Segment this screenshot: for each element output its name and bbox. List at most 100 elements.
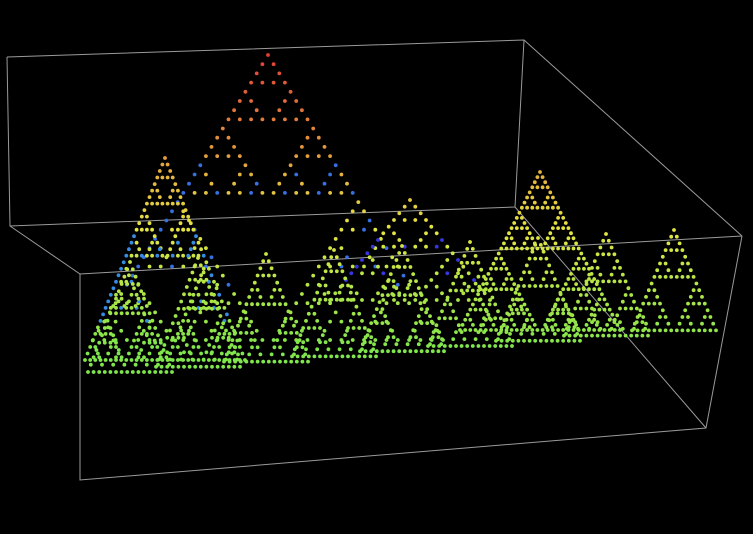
point: [181, 264, 186, 269]
point: [261, 259, 266, 264]
point: [186, 332, 191, 336]
point: [582, 328, 586, 332]
point: [318, 297, 322, 302]
point: [411, 328, 416, 333]
point: [337, 262, 342, 267]
point: [600, 292, 604, 297]
point: [100, 333, 104, 338]
point: [155, 188, 160, 193]
point: [255, 345, 260, 350]
point: [237, 301, 242, 306]
point: [108, 292, 113, 297]
point: [315, 290, 320, 295]
point: [612, 252, 617, 257]
point: [414, 279, 418, 283]
point: [520, 307, 524, 312]
point: [408, 279, 413, 283]
point: [215, 364, 220, 369]
point: [612, 266, 617, 270]
point: [132, 338, 136, 343]
point: [238, 364, 242, 369]
point: [217, 292, 222, 297]
point: [448, 302, 453, 307]
point: [494, 266, 498, 271]
point: [298, 333, 303, 337]
point: [652, 328, 657, 333]
point: [436, 349, 441, 354]
point: [250, 302, 254, 307]
point: [504, 266, 509, 271]
point: [561, 328, 566, 332]
point: [199, 273, 204, 278]
point: [606, 252, 611, 257]
point: [587, 272, 592, 277]
point: [547, 263, 552, 268]
point: [224, 328, 228, 333]
point: [683, 254, 688, 259]
point: [254, 328, 259, 333]
point: [370, 258, 375, 262]
point: [366, 328, 371, 333]
point: [130, 311, 135, 316]
point: [502, 318, 507, 323]
point: [391, 265, 396, 269]
point: [129, 345, 134, 349]
point: [333, 291, 338, 296]
point: [244, 302, 249, 307]
point: [271, 80, 276, 85]
point: [563, 241, 568, 246]
point: [584, 306, 589, 311]
point: [360, 319, 364, 323]
point: [520, 246, 524, 251]
point: [237, 117, 242, 122]
point: [660, 254, 665, 259]
point: [397, 349, 402, 354]
point: [471, 302, 475, 307]
point: [470, 260, 475, 265]
point: [250, 331, 254, 335]
point: [674, 234, 679, 239]
point: [499, 338, 504, 343]
point: [333, 163, 338, 168]
point: [424, 244, 428, 249]
point: [397, 251, 402, 255]
point: [237, 172, 242, 177]
point: [119, 328, 124, 333]
point: [215, 264, 220, 269]
point: [316, 154, 321, 159]
point: [232, 145, 237, 149]
point: [362, 354, 367, 359]
point: [139, 289, 144, 294]
point: [323, 269, 328, 274]
point: [381, 298, 386, 302]
point: [238, 316, 243, 321]
point: [134, 358, 139, 362]
point: [395, 338, 400, 342]
point: [249, 99, 254, 103]
point: [702, 315, 707, 319]
point: [561, 246, 566, 251]
point: [150, 318, 155, 323]
point: [283, 117, 287, 122]
point: [220, 126, 225, 131]
point: [254, 181, 259, 186]
point: [589, 312, 594, 317]
point: [108, 311, 113, 316]
point: [571, 236, 576, 241]
point: [141, 328, 146, 333]
point: [249, 338, 254, 342]
point: [563, 323, 568, 327]
point: [137, 325, 142, 330]
point: [346, 354, 350, 359]
point: [372, 342, 376, 347]
point: [147, 338, 152, 342]
point: [316, 191, 321, 195]
point: [571, 266, 576, 271]
point: [540, 205, 545, 210]
point: [392, 244, 396, 249]
point: [212, 279, 216, 284]
point: [408, 198, 412, 202]
point: [181, 319, 186, 323]
point: [556, 216, 560, 220]
point: [147, 326, 152, 330]
